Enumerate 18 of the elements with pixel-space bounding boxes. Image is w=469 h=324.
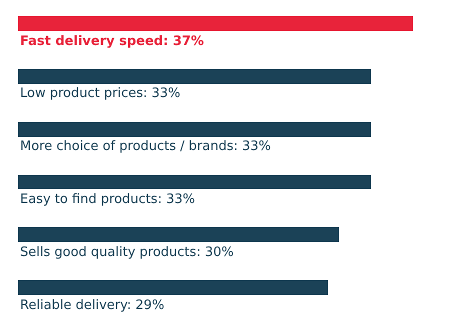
y-tick-label: Fast delivery speed: [20, 34, 164, 49]
data-label: : 33%: [158, 192, 195, 207]
bar: [18, 175, 371, 189]
y-tick-label: Low product prices: [20, 86, 144, 101]
y-tick-label: Reliable delivery: [20, 298, 128, 313]
bar: [18, 280, 328, 295]
bar: [18, 122, 371, 137]
bar: [18, 69, 371, 84]
data-label: : 33%: [234, 139, 271, 154]
y-tick-label: Sells good quality products: [20, 245, 197, 260]
data-label: : 33%: [143, 86, 180, 101]
y-tick-label: More choice of products / brands: [20, 139, 234, 154]
bar: [18, 227, 339, 242]
bar: [18, 16, 413, 31]
y-tick-label: Easy to find products: [20, 192, 158, 207]
data-label: : 29%: [126, 298, 164, 313]
data-label: : 37%: [163, 34, 204, 49]
data-label: : 30%: [196, 245, 234, 260]
